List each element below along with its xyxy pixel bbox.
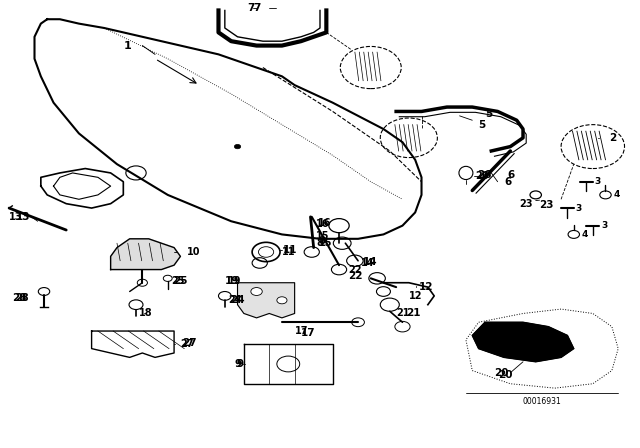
Text: 23: 23 [519,198,532,209]
Circle shape [234,144,241,149]
Text: 6: 6 [507,170,515,180]
Text: 3: 3 [595,177,601,186]
Text: 3: 3 [576,203,582,212]
Polygon shape [472,322,574,362]
Text: 8: 8 [317,238,324,248]
Text: 4: 4 [582,230,588,239]
Text: 26: 26 [476,171,489,181]
Text: 19: 19 [225,276,239,285]
Text: 14: 14 [362,257,377,267]
Text: 11: 11 [284,245,298,255]
Text: 4: 4 [614,190,620,199]
Polygon shape [237,283,294,318]
Polygon shape [111,239,180,270]
Text: 22: 22 [349,265,362,275]
Text: 17: 17 [301,328,316,338]
Text: 9: 9 [236,359,243,369]
Text: 11: 11 [282,247,296,257]
Text: 28: 28 [12,293,27,303]
Text: 14: 14 [361,258,375,268]
Text: 12: 12 [409,291,422,301]
Text: 9: 9 [234,359,241,369]
Text: 20: 20 [498,370,512,380]
Text: 28: 28 [15,293,29,303]
Text: 19: 19 [228,276,241,285]
Text: 21: 21 [396,309,410,319]
Text: 3: 3 [601,221,607,230]
Text: 5: 5 [485,109,492,119]
Text: 16: 16 [318,219,332,228]
Text: 22: 22 [349,271,363,281]
Circle shape [530,191,541,199]
Text: 25: 25 [173,276,188,285]
Text: 5: 5 [479,120,486,129]
Circle shape [561,125,625,168]
Text: 2: 2 [609,133,616,143]
Text: 26: 26 [477,170,492,180]
Circle shape [340,47,401,89]
Text: 20: 20 [495,368,509,378]
Text: 23: 23 [539,199,554,210]
Text: 18: 18 [139,309,153,319]
Circle shape [380,118,437,158]
Text: 00016931: 00016931 [523,397,561,406]
Text: 15: 15 [319,238,333,248]
Text: 10: 10 [187,247,200,257]
Text: 27: 27 [180,339,194,349]
Circle shape [277,297,287,304]
Text: 12: 12 [419,282,433,292]
Text: 7: 7 [253,3,260,13]
Text: 13: 13 [15,212,30,222]
Text: 17: 17 [294,326,308,336]
Text: 27: 27 [182,338,196,349]
Text: 25: 25 [171,276,184,285]
Text: 6: 6 [504,177,511,187]
Text: 1: 1 [124,41,131,51]
Text: 24: 24 [230,295,244,305]
Text: 21: 21 [406,309,420,319]
Text: 24: 24 [228,295,241,305]
Text: 13: 13 [9,212,22,222]
Text: 8: 8 [318,236,325,246]
Text: 7: 7 [247,3,255,13]
Circle shape [251,288,262,296]
Text: 16
15: 16 15 [316,219,330,241]
